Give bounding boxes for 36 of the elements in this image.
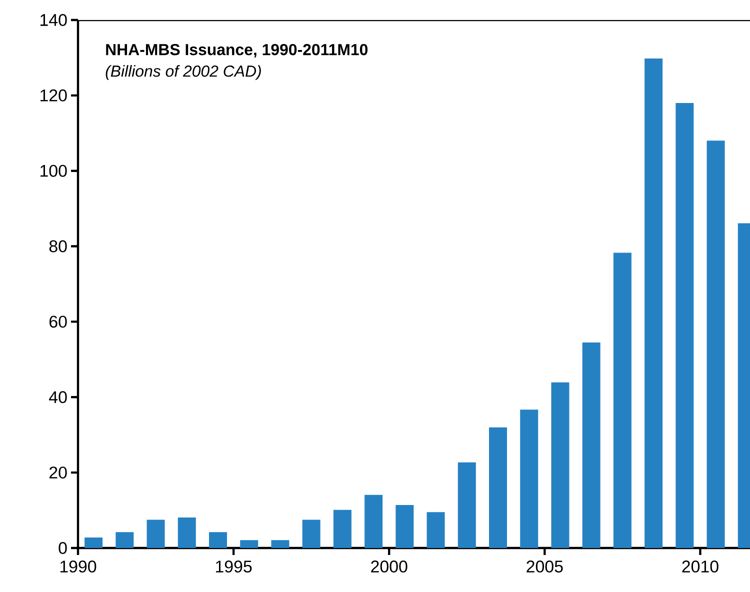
- bar: [520, 410, 538, 548]
- bar: [84, 537, 103, 548]
- y-tick-label: 100: [40, 164, 67, 177]
- y-tick-label: 80: [49, 240, 67, 252]
- bar: [706, 140, 725, 548]
- bar: [178, 517, 196, 548]
- x-tick-label: 1995: [216, 560, 252, 573]
- x-tick-label: 2005: [526, 560, 563, 573]
- bar: [551, 382, 570, 548]
- bar: [146, 520, 165, 548]
- bar: [582, 342, 600, 548]
- bar: [676, 102, 694, 548]
- y-tick-label: 0: [58, 542, 67, 554]
- bar: [644, 58, 663, 548]
- bar: [209, 532, 228, 548]
- x-tick-label: 1990: [60, 560, 96, 573]
- bar: [271, 540, 290, 548]
- x-tick-label: 2010: [682, 560, 718, 573]
- y-tick-label: 20: [50, 466, 67, 479]
- bar: [333, 510, 352, 548]
- y-tick-label: 40: [49, 391, 67, 404]
- bar: [240, 540, 258, 548]
- text: (Billions of 2002 CAD): [106, 65, 261, 80]
- bar: [396, 505, 414, 548]
- y-tick-label: 140: [40, 14, 67, 26]
- bar: [458, 462, 476, 548]
- y-tick-label: 60: [50, 316, 67, 328]
- bar: [613, 252, 632, 548]
- bar: [489, 427, 508, 548]
- x-tick-label: 2000: [371, 560, 408, 573]
- bar: [426, 512, 445, 548]
- bar: [364, 494, 383, 548]
- y-tick-label: 120: [40, 89, 67, 102]
- bar: [116, 532, 134, 548]
- bar: [302, 520, 320, 548]
- text: NHA-MBS Issuance, 1990-2011M10: [106, 44, 368, 58]
